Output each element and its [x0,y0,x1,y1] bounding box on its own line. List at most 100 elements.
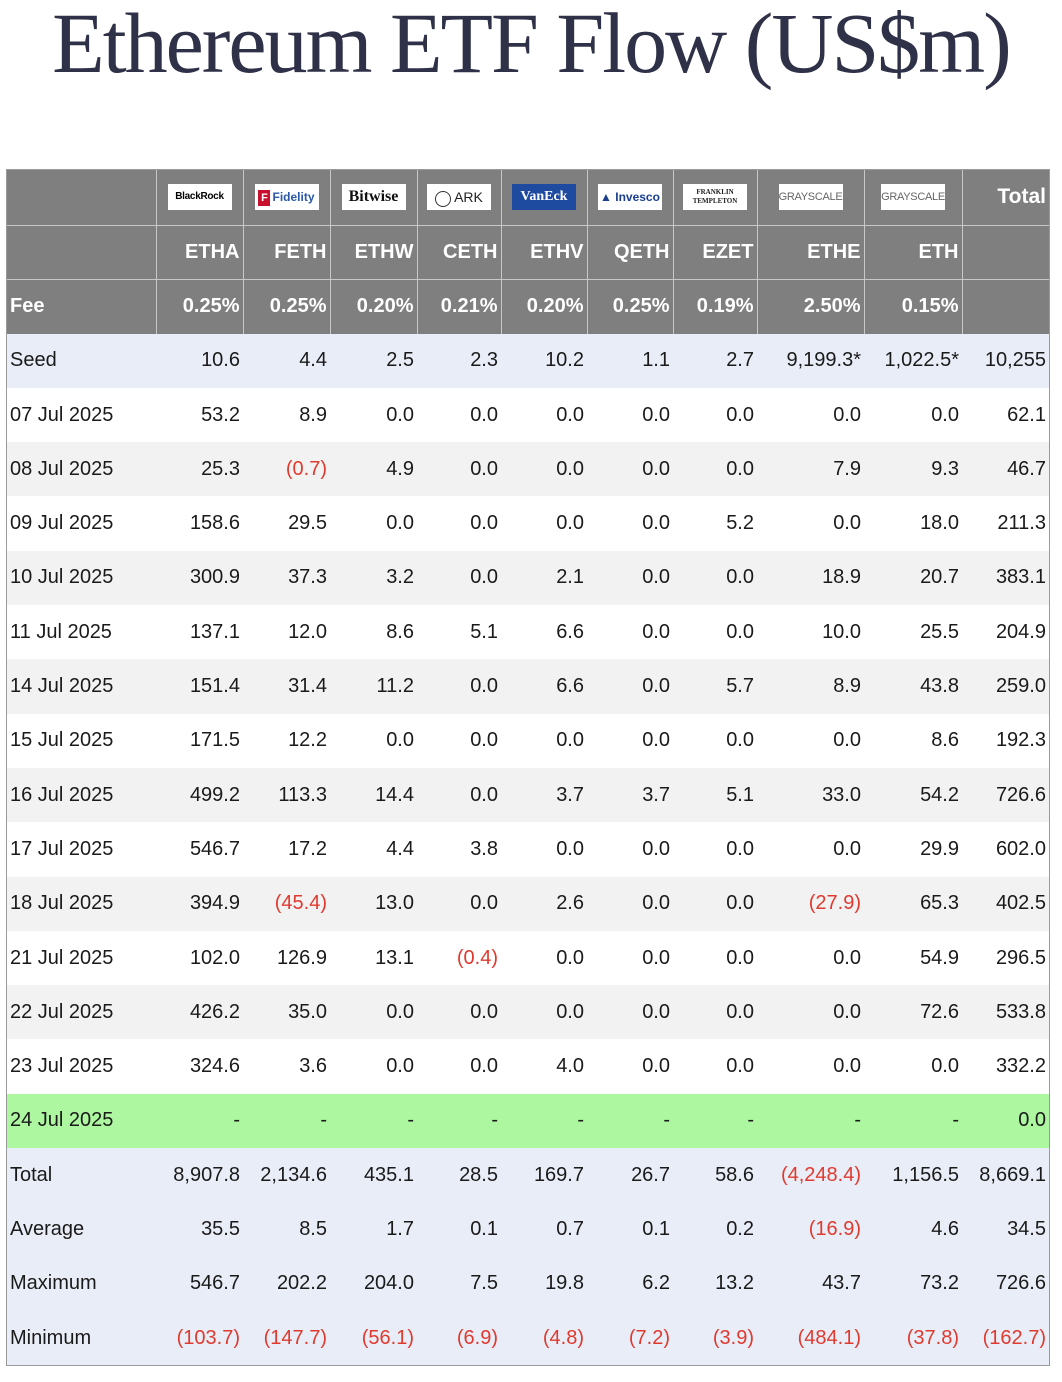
flow-cell: 73.2 [864,1256,962,1311]
flow-cell: 204.0 [330,1256,417,1311]
flow-cell: 5.7 [673,659,757,714]
flow-cell: 35.0 [243,985,330,1040]
flow-cell: 20.7 [864,550,962,606]
etf-flow-table: BlackRock F Fidelity Bitwise ARK VanEck ▲… [6,169,1050,1367]
flow-cell: (4,248.4) [757,1148,864,1203]
flow-cell: 0.0 [417,713,501,768]
fee-value: 0.25% [242,279,330,334]
flow-cell: 0.0 [673,1039,757,1094]
row-label: 18 Jul 2025 [7,876,156,931]
flow-cell: 0.7 [501,1202,587,1257]
table-row: 23 Jul 2025 324.6 3.6 0.0 0.0 4.0 0.0 0.0 0.0 0.0… [7,1039,1049,1094]
table-row: 14 Jul 2025 151.4 31.4 11.2 0.0 6.6 0.0 5.7 8.9 4… [7,659,1049,714]
fee-value: 0.19% [672,279,757,334]
flow-cell: 1,156.5 [864,1148,962,1203]
flow-cell: 54.2 [864,767,962,823]
flow-cell: 158.6 [156,496,243,551]
flow-cell: 12.0 [243,605,330,660]
flow-cell: 0.0 [587,387,673,443]
flow-cell: 8.9 [243,387,330,443]
flow-cell: - [501,1093,587,1149]
flow-cell: 0.0 [330,713,417,768]
flow-cell: 0.0 [673,985,757,1040]
flow-cell: 19.8 [501,1256,587,1311]
row-label: 23 Jul 2025 [7,1039,156,1094]
flow-cell: 546.7 [156,822,243,877]
row-label: Maximum [7,1256,156,1311]
flow-cell: 0.0 [587,659,673,714]
fee-value: 0.20% [329,279,417,334]
flow-cell: 1.1 [587,333,673,388]
flow-cell: 0.0 [587,713,673,768]
row-label: Average [7,1202,156,1257]
flow-cell: - [243,1093,330,1149]
ticker-row: ETHA FETH ETHW CETH ETHV QETH EZET ETHE … [7,225,1049,280]
flow-cell: 13.0 [330,876,417,931]
flow-cell: (27.9) [757,876,864,931]
flow-cell: 0.0 [673,605,757,660]
table-row: 22 Jul 2025 426.2 35.0 0.0 0.0 0.0 0.0 0.0 0.0 72… [7,985,1049,1040]
flow-cell: 0.0 [417,387,501,443]
flow-cell: 8.5 [243,1202,330,1257]
flow-cell: 5.2 [673,496,757,551]
row-label: 11 Jul 2025 [7,605,156,660]
flow-cell: 8.9 [757,659,864,714]
flow-cell: 0.0 [673,930,757,986]
flow-cell: 0.0 [757,1039,864,1094]
table-row: 09 Jul 2025 158.6 29.5 0.0 0.0 0.0 0.0 5.2 0.0 18… [7,496,1049,551]
row-label: 09 Jul 2025 [7,496,156,551]
row-label: Seed [7,333,156,388]
flow-cell: - [330,1093,417,1149]
fee-label: Fee [7,279,156,334]
franklin-templeton-logo: FRANKLIN TEMPLETON [683,184,747,211]
flow-cell: 171.5 [156,713,243,768]
fidelity-logo: F Fidelity [254,184,319,211]
flow-cell: 499.2 [156,767,243,823]
ticker-header: ETH [863,225,962,280]
flow-cell: 14.4 [330,767,417,823]
flow-cell: 0.0 [417,876,501,931]
flow-cell: 0.0 [501,930,587,986]
ticker-header: ETHV [500,225,587,280]
flow-cell: 29.9 [864,822,962,877]
flow-cell: 2,134.6 [243,1148,330,1203]
flow-cell: 151.4 [156,659,243,714]
flow-cell: - [156,1093,243,1149]
ticker-header: QETH [586,225,673,280]
summary-row: Minimum (103.7) (147.7) (56.1) (6.9) (4.8) (7.… [7,1310,1049,1366]
flow-cell: 2.6 [501,876,587,931]
flow-cell: 0.0 [587,930,673,986]
flow-cell: 3.8 [417,822,501,877]
flow-cell: 25.5 [864,605,962,660]
page-title: Ethereum ETF Flow (US$m) [52,0,1012,91]
flow-cell: 0.0 [417,496,501,551]
flow-cell: 202.2 [243,1256,330,1311]
flow-cell: 0.0 [587,1039,673,1094]
flow-cell: 18.0 [864,496,962,551]
flow-cell: 9.3 [864,442,962,497]
flow-cell: 43.7 [757,1256,864,1311]
flow-cell: 26.7 [587,1148,673,1203]
flow-cell: 72.6 [864,985,962,1040]
flow-cell: 3.2 [330,550,417,606]
row-label: 21 Jul 2025 [7,930,156,986]
flow-cell: (0.7) [243,442,330,497]
ticker-header: CETH [416,225,501,280]
flow-cell: 0.0 [757,930,864,986]
flow-cell: 0.0 [587,550,673,606]
fee-value: 0.25% [155,279,243,334]
fee-value: 2.50% [756,279,864,334]
row-total-cell: 259.0 [962,659,1049,714]
total-column-header: Total [961,170,1049,226]
flow-cell: 33.0 [757,767,864,823]
row-total-cell: 602.0 [962,822,1049,877]
row-total-cell: 383.1 [962,550,1049,606]
flow-cell: 6.6 [501,605,587,660]
row-label: 17 Jul 2025 [7,822,156,877]
flow-cell: 546.7 [156,1256,243,1311]
table-row: Seed 10.6 4.4 2.5 2.3 10.2 1.1 2.7 9,199.3* 1,022… [7,333,1049,388]
flow-cell: 1,022.5* [864,333,962,388]
row-total-cell: 296.5 [962,930,1049,986]
flow-cell: 169.7 [501,1148,587,1203]
flow-cell: 0.0 [330,1039,417,1094]
